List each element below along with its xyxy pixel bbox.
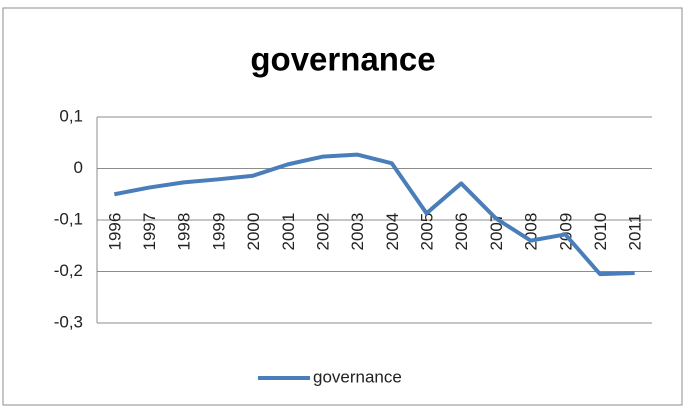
y-tick-label: 0,1	[59, 106, 83, 125]
y-tick-label: -0,2	[54, 261, 83, 280]
x-tick-label: 2010	[591, 213, 610, 251]
x-tick-label: 2008	[522, 213, 541, 251]
chart-border	[2, 7, 683, 406]
y-tick-label: -0,1	[54, 209, 83, 228]
x-tick-label: 1998	[175, 213, 194, 251]
x-tick-label: 2002	[313, 213, 332, 251]
chart-title: governance	[250, 41, 435, 78]
legend-label: governance	[313, 367, 402, 386]
x-tick-label: 2011	[626, 214, 645, 251]
x-tick-label: 2000	[244, 213, 263, 251]
x-tick-label: 1996	[105, 213, 124, 251]
y-tick-label: -0,3	[54, 312, 83, 331]
x-tick-label: 2001	[279, 213, 298, 251]
y-tick-label: 0	[74, 158, 83, 177]
x-tick-label: 1997	[140, 213, 159, 251]
x-tick-label: 2006	[452, 213, 471, 251]
x-tick-label: 1999	[209, 213, 228, 251]
series-line	[113, 152, 635, 277]
x-tick-label: 2004	[383, 213, 402, 251]
x-tick-label: 2005	[418, 213, 437, 251]
x-tick-label: 2003	[348, 213, 367, 251]
